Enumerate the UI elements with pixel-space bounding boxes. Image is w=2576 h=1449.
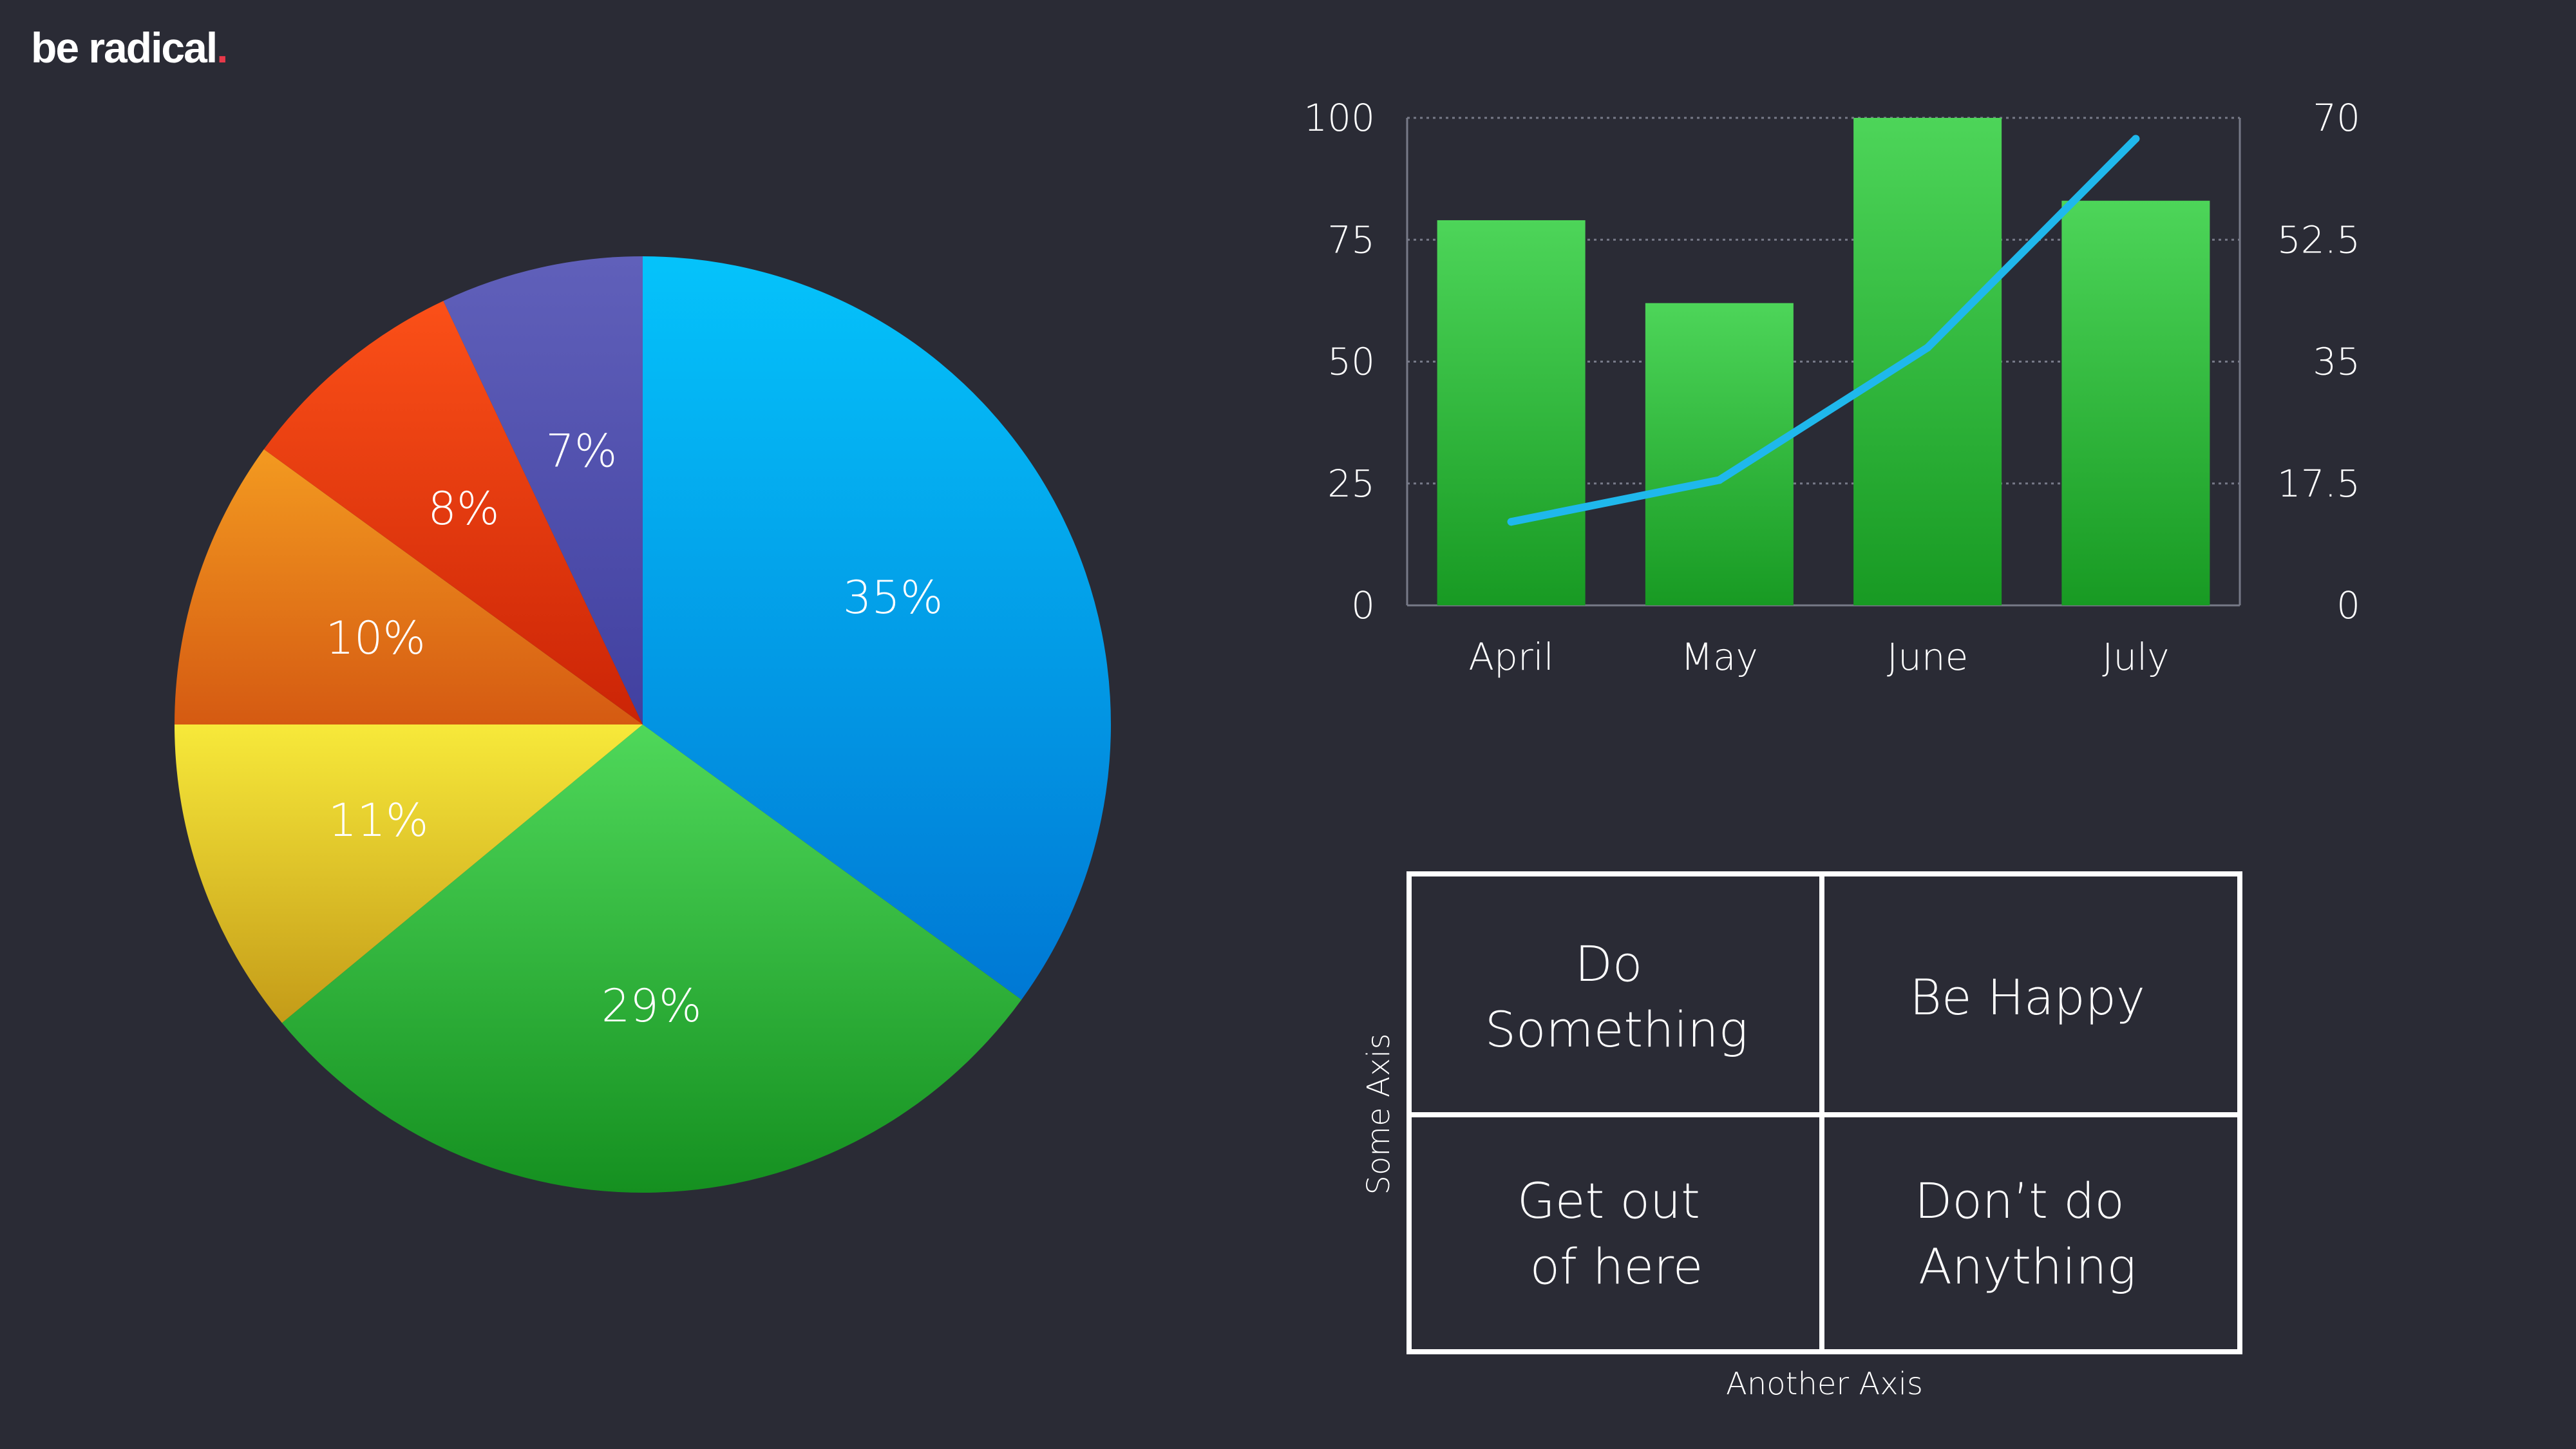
line-point [2132, 135, 2140, 143]
decision-matrix: Do Something Be Happy Get out of here Do… [1361, 871, 2242, 1402]
bar-july [2061, 200, 2210, 605]
pie-label-10pct: 10% [325, 612, 426, 665]
bar-may [1645, 303, 1794, 605]
matrix-cell-bottom-left: Get out of here [1517, 1172, 1716, 1295]
y-tick-label: 75 [1327, 218, 1375, 261]
x-tick-label-june: June [1887, 635, 1968, 679]
pie-slice-8pct [263, 301, 643, 724]
y2-tick-label: 35 [2313, 340, 2360, 384]
pie-label-35pct: 35% [843, 571, 943, 624]
pie-label-11pct: 11% [328, 794, 429, 847]
line-point [1507, 518, 1515, 526]
matrix-cell-top-right: Be Happy [1909, 969, 2145, 1026]
pie-label-7pct: 7% [545, 424, 617, 477]
y2-tick-label: 52.5 [2277, 218, 2360, 261]
pie-label-8pct: 8% [428, 482, 499, 535]
pie-slice-11pct [175, 724, 643, 1023]
y-tick-label: 50 [1327, 340, 1375, 384]
pie-slice-29pct [281, 724, 1022, 1193]
bar-line-chart: 0 25 50 75 100 0 17.5 35 52.5 70 April May June July [1303, 96, 2360, 679]
y2-tick-label: 17.5 [2277, 462, 2360, 506]
bar-april [1437, 220, 1586, 606]
matrix-x-axis-label: Another Axis [1726, 1366, 1923, 1402]
pie-chart: 35% 29% 11% 10% 8% 7% [175, 256, 1111, 1193]
line-series [1507, 135, 2140, 526]
line-point [1715, 476, 1723, 484]
y-tick-label: 25 [1327, 462, 1375, 506]
bar-june [1853, 118, 2002, 605]
x-tick-label-july: July [2102, 635, 2169, 679]
logo: be radical. [31, 23, 229, 72]
matrix-cell-bottom-right: Don’t do Anything [1915, 1172, 2140, 1295]
x-tick-label-april: April [1468, 635, 1554, 679]
x-tick-label-may: May [1681, 635, 1758, 679]
y2-tick-label: 0 [2336, 583, 2360, 627]
logo-text: be radical [31, 24, 218, 71]
pie-slice-10pct [175, 449, 643, 724]
y2-tick-label: 70 [2313, 96, 2360, 140]
pie-slice-7pct [443, 256, 643, 724]
pie-slice-35pct [643, 256, 1111, 1000]
matrix-cell-top-left: Do Something [1485, 935, 1748, 1058]
y-tick-label: 100 [1303, 96, 1375, 140]
y-tick-label: 0 [1351, 583, 1375, 627]
line-point [1924, 343, 1932, 352]
matrix-y-axis-label: Some Axis [1361, 1034, 1397, 1195]
logo-dot: . [216, 24, 228, 71]
pie-label-29pct: 29% [601, 980, 702, 1032]
